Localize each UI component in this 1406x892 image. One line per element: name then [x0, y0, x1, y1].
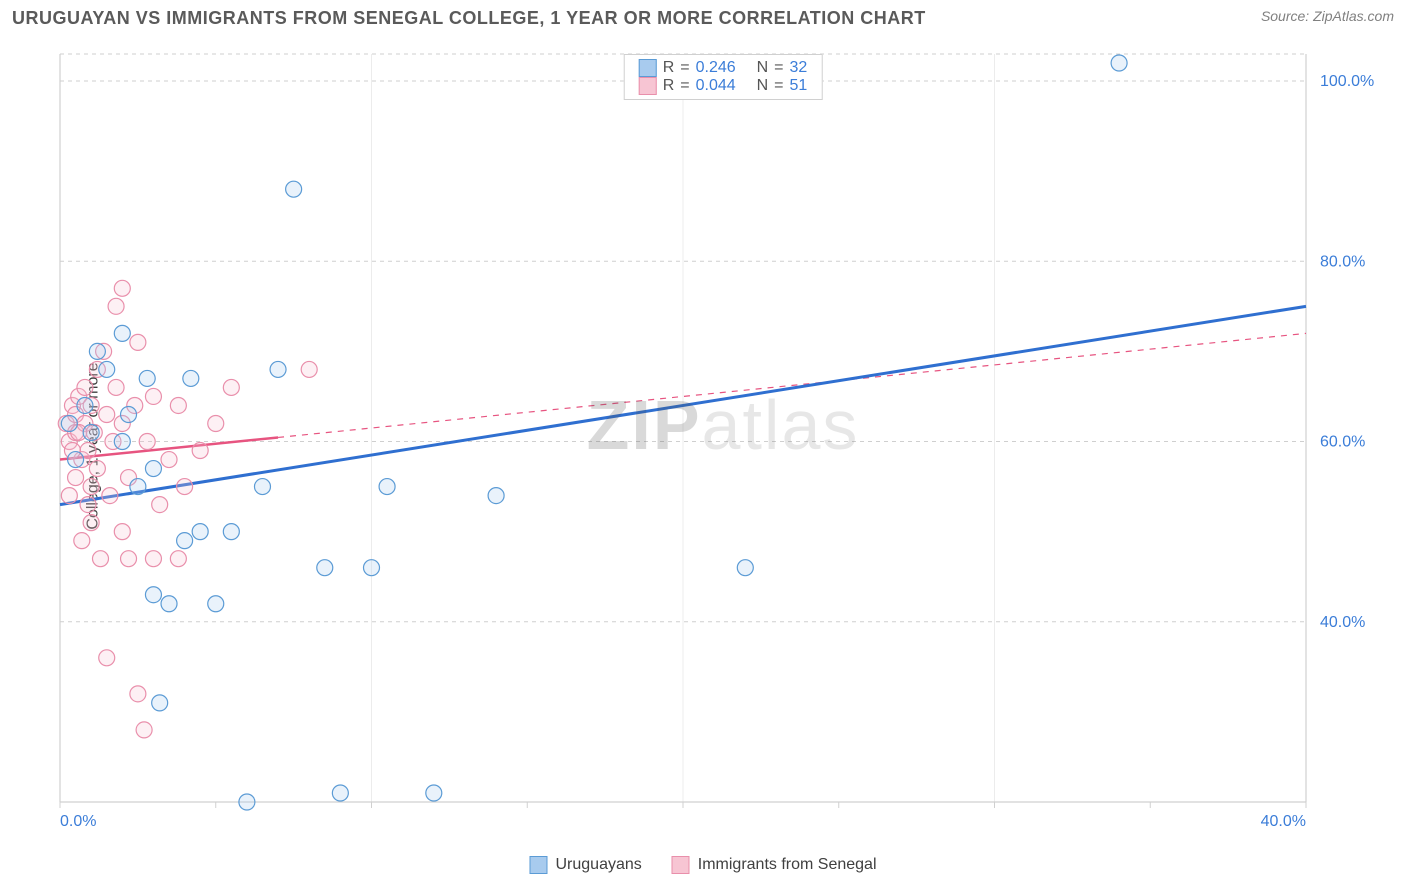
chart-title: URUGUAYAN VS IMMIGRANTS FROM SENEGAL COL… — [12, 8, 926, 29]
legend-label-senegal: Immigrants from Senegal — [698, 856, 877, 874]
svg-text:60.0%: 60.0% — [1320, 434, 1365, 451]
swatch-uruguayans-bottom — [529, 856, 547, 874]
legend-item-uruguayans: Uruguayans — [529, 856, 641, 874]
n-label: N — [757, 77, 769, 95]
legend-row-uruguayans: R = 0.246 N = 32 — [639, 59, 808, 77]
r-label: R — [663, 59, 675, 77]
r-value-uruguayans: 0.246 — [696, 59, 736, 77]
eq-sign: = — [774, 59, 783, 77]
source-name: ZipAtlas.com — [1313, 8, 1394, 24]
correlation-legend: R = 0.246 N = 32 R = 0.044 N = 51 — [624, 54, 823, 100]
chart-svg: 40.0% 60.0% 80.0% 100.0% 0.0% 40.0% — [50, 50, 1396, 832]
swatch-uruguayans — [639, 59, 657, 77]
legend-item-senegal: Immigrants from Senegal — [672, 856, 877, 874]
n-value-uruguayans: 32 — [789, 59, 807, 77]
n-label: N — [757, 59, 769, 77]
source-attribution: Source: ZipAtlas.com — [1261, 8, 1394, 24]
svg-text:40.0%: 40.0% — [1320, 614, 1365, 631]
n-value-senegal: 51 — [789, 77, 807, 95]
svg-text:80.0%: 80.0% — [1320, 253, 1365, 270]
eq-sign: = — [680, 77, 689, 95]
legend-row-senegal: R = 0.044 N = 51 — [639, 77, 808, 95]
r-value-senegal: 0.044 — [696, 77, 736, 95]
plot-area: 40.0% 60.0% 80.0% 100.0% 0.0% 40.0% R = 0.246… — [50, 50, 1396, 832]
chart-header: URUGUAYAN VS IMMIGRANTS FROM SENEGAL COL… — [0, 0, 1406, 33]
swatch-senegal — [639, 77, 657, 95]
svg-text:40.0%: 40.0% — [1261, 813, 1306, 830]
swatch-senegal-bottom — [672, 856, 690, 874]
bottom-legend: Uruguayans Immigrants from Senegal — [529, 856, 876, 874]
eq-sign: = — [774, 77, 783, 95]
legend-label-uruguayans: Uruguayans — [555, 856, 641, 874]
eq-sign: = — [680, 59, 689, 77]
r-label: R — [663, 77, 675, 95]
svg-text:100.0%: 100.0% — [1320, 73, 1374, 90]
source-prefix: Source: — [1261, 8, 1313, 24]
svg-text:0.0%: 0.0% — [60, 813, 96, 830]
